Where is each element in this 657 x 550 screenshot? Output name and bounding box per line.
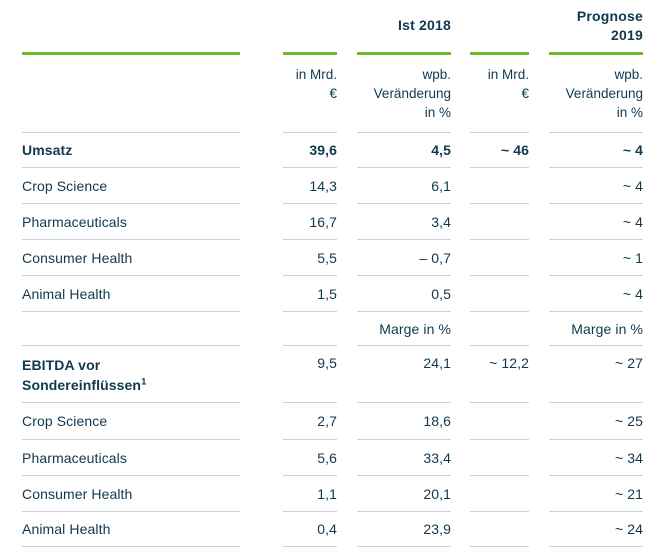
row-label: Animal Health <box>22 276 240 312</box>
row-label: Crop Science <box>22 403 240 440</box>
table-row-animal-health-ebitda: Animal Health 0,4 23,9 ~ 24 <box>0 512 657 547</box>
column-group-forecast-2019: Prognose 2019 <box>577 7 643 45</box>
value-actual-mrd: 0,4 <box>283 512 337 547</box>
value-forecast-mrd <box>470 476 529 512</box>
value-actual-mrd: 5,6 <box>283 440 337 476</box>
column-header-row: in Mrd. € wpb. Veränderung in % in Mrd. … <box>0 55 657 133</box>
column-group-actual-2018: Ist 2018 <box>398 17 451 33</box>
value-forecast-change: ~ 27 <box>549 346 643 403</box>
col-header-actual-mrd: in Mrd. € <box>283 55 337 133</box>
value-forecast-mrd <box>470 204 529 240</box>
green-rule-actual-change <box>357 52 451 55</box>
table-row-marge-subheader: Marge in % Marge in % <box>0 312 657 346</box>
table-row-pharmaceuticals: Pharmaceuticals 16,7 3,4 ~ 4 <box>0 204 657 240</box>
label-col-header <box>22 55 240 133</box>
value-actual-change: 6,1 <box>357 168 451 204</box>
row-label: Umsatz <box>22 133 240 168</box>
table-row-consumer-health: Consumer Health 5,5 – 0,7 ~ 1 <box>0 240 657 276</box>
marge-label-forecast: Marge in % <box>549 312 643 346</box>
value-actual-mrd <box>283 312 337 346</box>
value-forecast-mrd <box>470 276 529 312</box>
value-actual-mrd: 5,5 <box>283 240 337 276</box>
value-forecast-change: ~ 4 <box>549 276 643 312</box>
value-forecast-change: ~ 1 <box>549 240 643 276</box>
table-group-header: Ist 2018 Prognose 2019 <box>0 0 657 52</box>
value-actual-change: 18,6 <box>357 403 451 440</box>
value-forecast-mrd <box>470 240 529 276</box>
row-label: Consumer Health <box>22 476 240 512</box>
value-actual-mrd: 9,5 <box>283 346 337 403</box>
table-row-consumer-health-ebitda: Consumer Health 1,1 20,1 ~ 21 <box>0 476 657 512</box>
forecast-title-line1: Prognose <box>576 8 643 24</box>
value-forecast-mrd <box>470 403 529 440</box>
value-actual-change: 23,9 <box>357 512 451 547</box>
value-forecast-mrd: ~ 46 <box>470 133 529 168</box>
value-forecast-mrd <box>470 512 529 547</box>
row-label: Animal Health <box>22 512 240 547</box>
value-forecast-change: ~ 24 <box>549 512 643 547</box>
green-rule-forecast-mrd <box>470 52 529 55</box>
row-label <box>22 312 240 346</box>
value-actual-mrd: 2,7 <box>283 403 337 440</box>
green-rule-label-col <box>22 52 240 55</box>
table-row-crop-science-ebitda: Crop Science 2,7 18,6 ~ 25 <box>0 403 657 440</box>
value-actual-mrd: 39,6 <box>283 133 337 168</box>
col-header-actual-change: wpb. Veränderung in % <box>357 55 451 133</box>
row-label: Crop Science <box>22 168 240 204</box>
value-actual-change: 0,5 <box>357 276 451 312</box>
value-forecast-change: ~ 4 <box>549 168 643 204</box>
value-forecast-mrd <box>470 168 529 204</box>
column-rules <box>0 52 657 55</box>
row-label: Pharmaceuticals <box>22 204 240 240</box>
row-label: EBITDA vor Sondereinflüssen1 <box>22 346 240 403</box>
value-actual-change: 4,5 <box>357 133 451 168</box>
col-header-forecast-mrd: in Mrd. € <box>470 55 529 133</box>
row-label: Consumer Health <box>22 240 240 276</box>
value-forecast-mrd <box>470 312 529 346</box>
value-forecast-change: ~ 21 <box>549 476 643 512</box>
value-actual-change: 33,4 <box>357 440 451 476</box>
value-forecast-change: ~ 4 <box>549 204 643 240</box>
table-row-animal-health: Animal Health 1,5 0,5 ~ 4 <box>0 276 657 312</box>
table-row-pharmaceuticals-ebitda: Pharmaceuticals 5,6 33,4 ~ 34 <box>0 440 657 476</box>
value-actual-mrd: 1,1 <box>283 476 337 512</box>
table-row-crop-science: Crop Science 14,3 6,1 ~ 4 <box>0 168 657 204</box>
value-forecast-change: ~ 25 <box>549 403 643 440</box>
table-row-umsatz: Umsatz 39,6 4,5 ~ 46 ~ 4 <box>0 133 657 168</box>
value-forecast-mrd: ~ 12,2 <box>470 346 529 403</box>
green-rule-actual-mrd <box>283 52 337 55</box>
value-actual-change: 20,1 <box>357 476 451 512</box>
forecast-title-line2: 2019 <box>611 27 643 43</box>
value-actual-mrd: 1,5 <box>283 276 337 312</box>
value-actual-change: – 0,7 <box>357 240 451 276</box>
value-forecast-change: ~ 34 <box>549 440 643 476</box>
row-label: Pharmaceuticals <box>22 440 240 476</box>
value-actual-mrd: 16,7 <box>283 204 337 240</box>
value-forecast-mrd <box>470 440 529 476</box>
footnote-marker: 1 <box>141 376 147 388</box>
ebitda-label-line1: EBITDA vor <box>22 357 101 373</box>
green-rule-forecast-change <box>549 52 643 55</box>
marge-label-actual: Marge in % <box>357 312 451 346</box>
table-row-ebitda: EBITDA vor Sondereinflüssen1 9,5 24,1 ~ … <box>0 346 657 403</box>
value-actual-mrd: 14,3 <box>283 168 337 204</box>
col-header-forecast-change: wpb. Veränderung in % <box>549 55 643 133</box>
value-actual-change: 3,4 <box>357 204 451 240</box>
ebitda-label-line2: Sondereinflüssen <box>22 377 142 393</box>
value-forecast-change: ~ 4 <box>549 133 643 168</box>
value-actual-change: 24,1 <box>357 346 451 403</box>
